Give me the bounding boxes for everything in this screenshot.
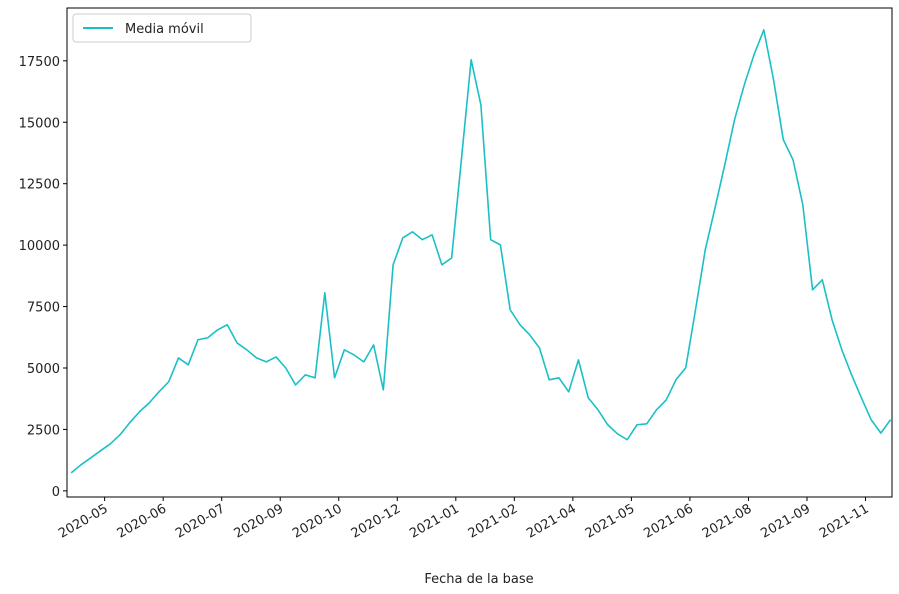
- y-tick-label: 0: [52, 485, 60, 500]
- x-tick-label: 2021-08: [700, 501, 755, 541]
- x-tick-label: 2020-10: [290, 501, 345, 541]
- x-tick-label: 2021-11: [817, 501, 872, 541]
- x-tick-label: 2020-07: [173, 501, 228, 541]
- x-tick-label: 2020-06: [115, 501, 170, 541]
- plot-frame: [66, 7, 893, 498]
- x-tick-label: 2021-09: [758, 501, 813, 541]
- x-axis-label: Fecha de la base: [424, 572, 533, 587]
- y-tick-label: 12500: [19, 178, 60, 193]
- y-tick-label: 17500: [19, 55, 60, 70]
- x-tick-label: 2020-05: [56, 501, 111, 541]
- legend-box: [72, 13, 252, 43]
- x-tick-label: 2021-06: [641, 501, 696, 541]
- legend-label: Media móvil: [125, 22, 204, 37]
- x-tick-label: 2021-05: [583, 501, 638, 541]
- line: [70, 29, 892, 474]
- x-tick-label: 2021-04: [524, 501, 579, 541]
- y-tick-label: 5000: [27, 362, 60, 377]
- x-tick-label: 2021-01: [407, 501, 462, 541]
- y-tick-label: 2500: [27, 423, 60, 438]
- x-tick-label: 2020-09: [232, 501, 287, 541]
- y-tick-label: 10000: [19, 239, 60, 254]
- y-tick-label: 15000: [19, 116, 60, 131]
- x-tick-label: 2020-12: [349, 501, 404, 541]
- x-tick-label: 2021-02: [466, 501, 521, 541]
- y-tick-label: 7500: [27, 301, 60, 316]
